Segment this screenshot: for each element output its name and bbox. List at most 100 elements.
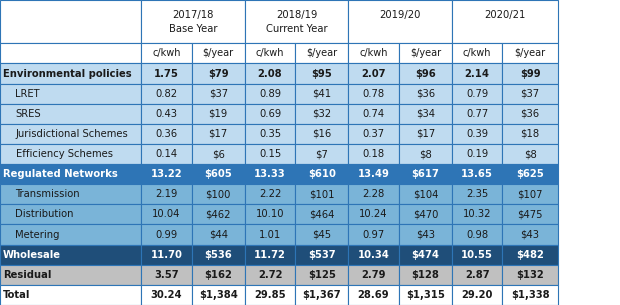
Bar bbox=[452, 204, 502, 224]
Text: $462: $462 bbox=[205, 210, 231, 219]
Bar bbox=[295, 164, 348, 184]
Bar bbox=[502, 124, 558, 144]
Text: 0.79: 0.79 bbox=[466, 89, 488, 99]
Bar bbox=[245, 164, 295, 184]
Text: 0.99: 0.99 bbox=[156, 230, 177, 239]
Text: $/year: $/year bbox=[515, 48, 546, 58]
Bar bbox=[399, 285, 452, 305]
Bar bbox=[141, 0, 245, 43]
Bar bbox=[0, 245, 141, 265]
Bar bbox=[295, 124, 348, 144]
Bar bbox=[452, 144, 502, 164]
Bar bbox=[245, 104, 295, 124]
Text: $45: $45 bbox=[312, 230, 331, 239]
Bar bbox=[348, 63, 399, 84]
Text: $625: $625 bbox=[516, 169, 544, 179]
Bar bbox=[0, 63, 141, 84]
Bar bbox=[502, 224, 558, 245]
Text: $464: $464 bbox=[309, 210, 334, 219]
Text: 0.35: 0.35 bbox=[259, 129, 281, 139]
Bar bbox=[502, 285, 558, 305]
Text: 3.57: 3.57 bbox=[154, 270, 179, 280]
Bar bbox=[192, 184, 245, 204]
Text: $128: $128 bbox=[412, 270, 439, 280]
Text: $17: $17 bbox=[415, 129, 435, 139]
Bar bbox=[192, 245, 245, 265]
Bar bbox=[399, 63, 452, 84]
Text: $1,338: $1,338 bbox=[511, 290, 549, 300]
Text: 13.65: 13.65 bbox=[461, 169, 493, 179]
Bar bbox=[0, 285, 141, 305]
Bar bbox=[399, 84, 452, 104]
Text: 13.33: 13.33 bbox=[254, 169, 286, 179]
Text: Jurisdictional Schemes: Jurisdictional Schemes bbox=[16, 129, 128, 139]
Bar bbox=[399, 164, 452, 184]
Bar bbox=[245, 204, 295, 224]
Bar bbox=[348, 204, 399, 224]
Text: $37: $37 bbox=[209, 89, 228, 99]
Text: $17: $17 bbox=[208, 129, 228, 139]
Text: Transmission: Transmission bbox=[16, 189, 80, 199]
Bar bbox=[141, 104, 192, 124]
Bar bbox=[192, 63, 245, 84]
Bar bbox=[348, 124, 399, 144]
Bar bbox=[502, 164, 558, 184]
Bar bbox=[245, 285, 295, 305]
Text: 10.55: 10.55 bbox=[461, 250, 493, 260]
Text: c/kwh: c/kwh bbox=[463, 48, 491, 58]
Text: $132: $132 bbox=[516, 270, 544, 280]
Text: $470: $470 bbox=[413, 210, 438, 219]
Text: 0.14: 0.14 bbox=[156, 149, 177, 159]
Bar bbox=[295, 63, 348, 84]
Bar bbox=[245, 184, 295, 204]
Text: 1.75: 1.75 bbox=[154, 69, 179, 78]
Text: 2.79: 2.79 bbox=[361, 270, 386, 280]
Text: 28.69: 28.69 bbox=[358, 290, 389, 300]
Text: $/year: $/year bbox=[410, 48, 441, 58]
Text: 11.72: 11.72 bbox=[254, 250, 286, 260]
Text: c/kwh: c/kwh bbox=[153, 48, 180, 58]
Bar bbox=[452, 184, 502, 204]
Text: c/kwh: c/kwh bbox=[256, 48, 284, 58]
Bar bbox=[399, 204, 452, 224]
Bar bbox=[452, 245, 502, 265]
Text: c/kwh: c/kwh bbox=[360, 48, 388, 58]
Bar bbox=[245, 245, 295, 265]
Bar bbox=[399, 245, 452, 265]
Bar bbox=[141, 224, 192, 245]
Text: 1.01: 1.01 bbox=[259, 230, 281, 239]
Text: $6: $6 bbox=[212, 149, 224, 159]
Text: $79: $79 bbox=[208, 69, 229, 78]
Bar bbox=[245, 63, 295, 84]
Text: Residual: Residual bbox=[3, 270, 51, 280]
Bar bbox=[245, 124, 295, 144]
Bar bbox=[295, 184, 348, 204]
Bar bbox=[295, 144, 348, 164]
Text: $605: $605 bbox=[205, 169, 232, 179]
Bar bbox=[192, 164, 245, 184]
Bar bbox=[192, 224, 245, 245]
Text: $36: $36 bbox=[416, 89, 435, 99]
Text: $537: $537 bbox=[308, 250, 335, 260]
Text: $41: $41 bbox=[312, 89, 331, 99]
Text: 29.85: 29.85 bbox=[254, 290, 286, 300]
Bar bbox=[502, 104, 558, 124]
Text: 0.98: 0.98 bbox=[466, 230, 488, 239]
Text: Base Year: Base Year bbox=[169, 24, 218, 34]
Text: 10.10: 10.10 bbox=[256, 210, 284, 219]
Bar bbox=[295, 84, 348, 104]
Text: 0.89: 0.89 bbox=[259, 89, 281, 99]
Bar bbox=[245, 144, 295, 164]
Text: Metering: Metering bbox=[16, 230, 60, 239]
Bar bbox=[141, 245, 192, 265]
Text: $125: $125 bbox=[308, 270, 335, 280]
Bar bbox=[141, 63, 192, 84]
Text: $99: $99 bbox=[520, 69, 541, 78]
Bar bbox=[452, 224, 502, 245]
Text: $1,367: $1,367 bbox=[303, 290, 341, 300]
Text: 2020/21: 2020/21 bbox=[484, 10, 526, 20]
Bar bbox=[399, 104, 452, 124]
Bar bbox=[502, 144, 558, 164]
Text: $8: $8 bbox=[524, 149, 536, 159]
Text: $100: $100 bbox=[206, 189, 231, 199]
